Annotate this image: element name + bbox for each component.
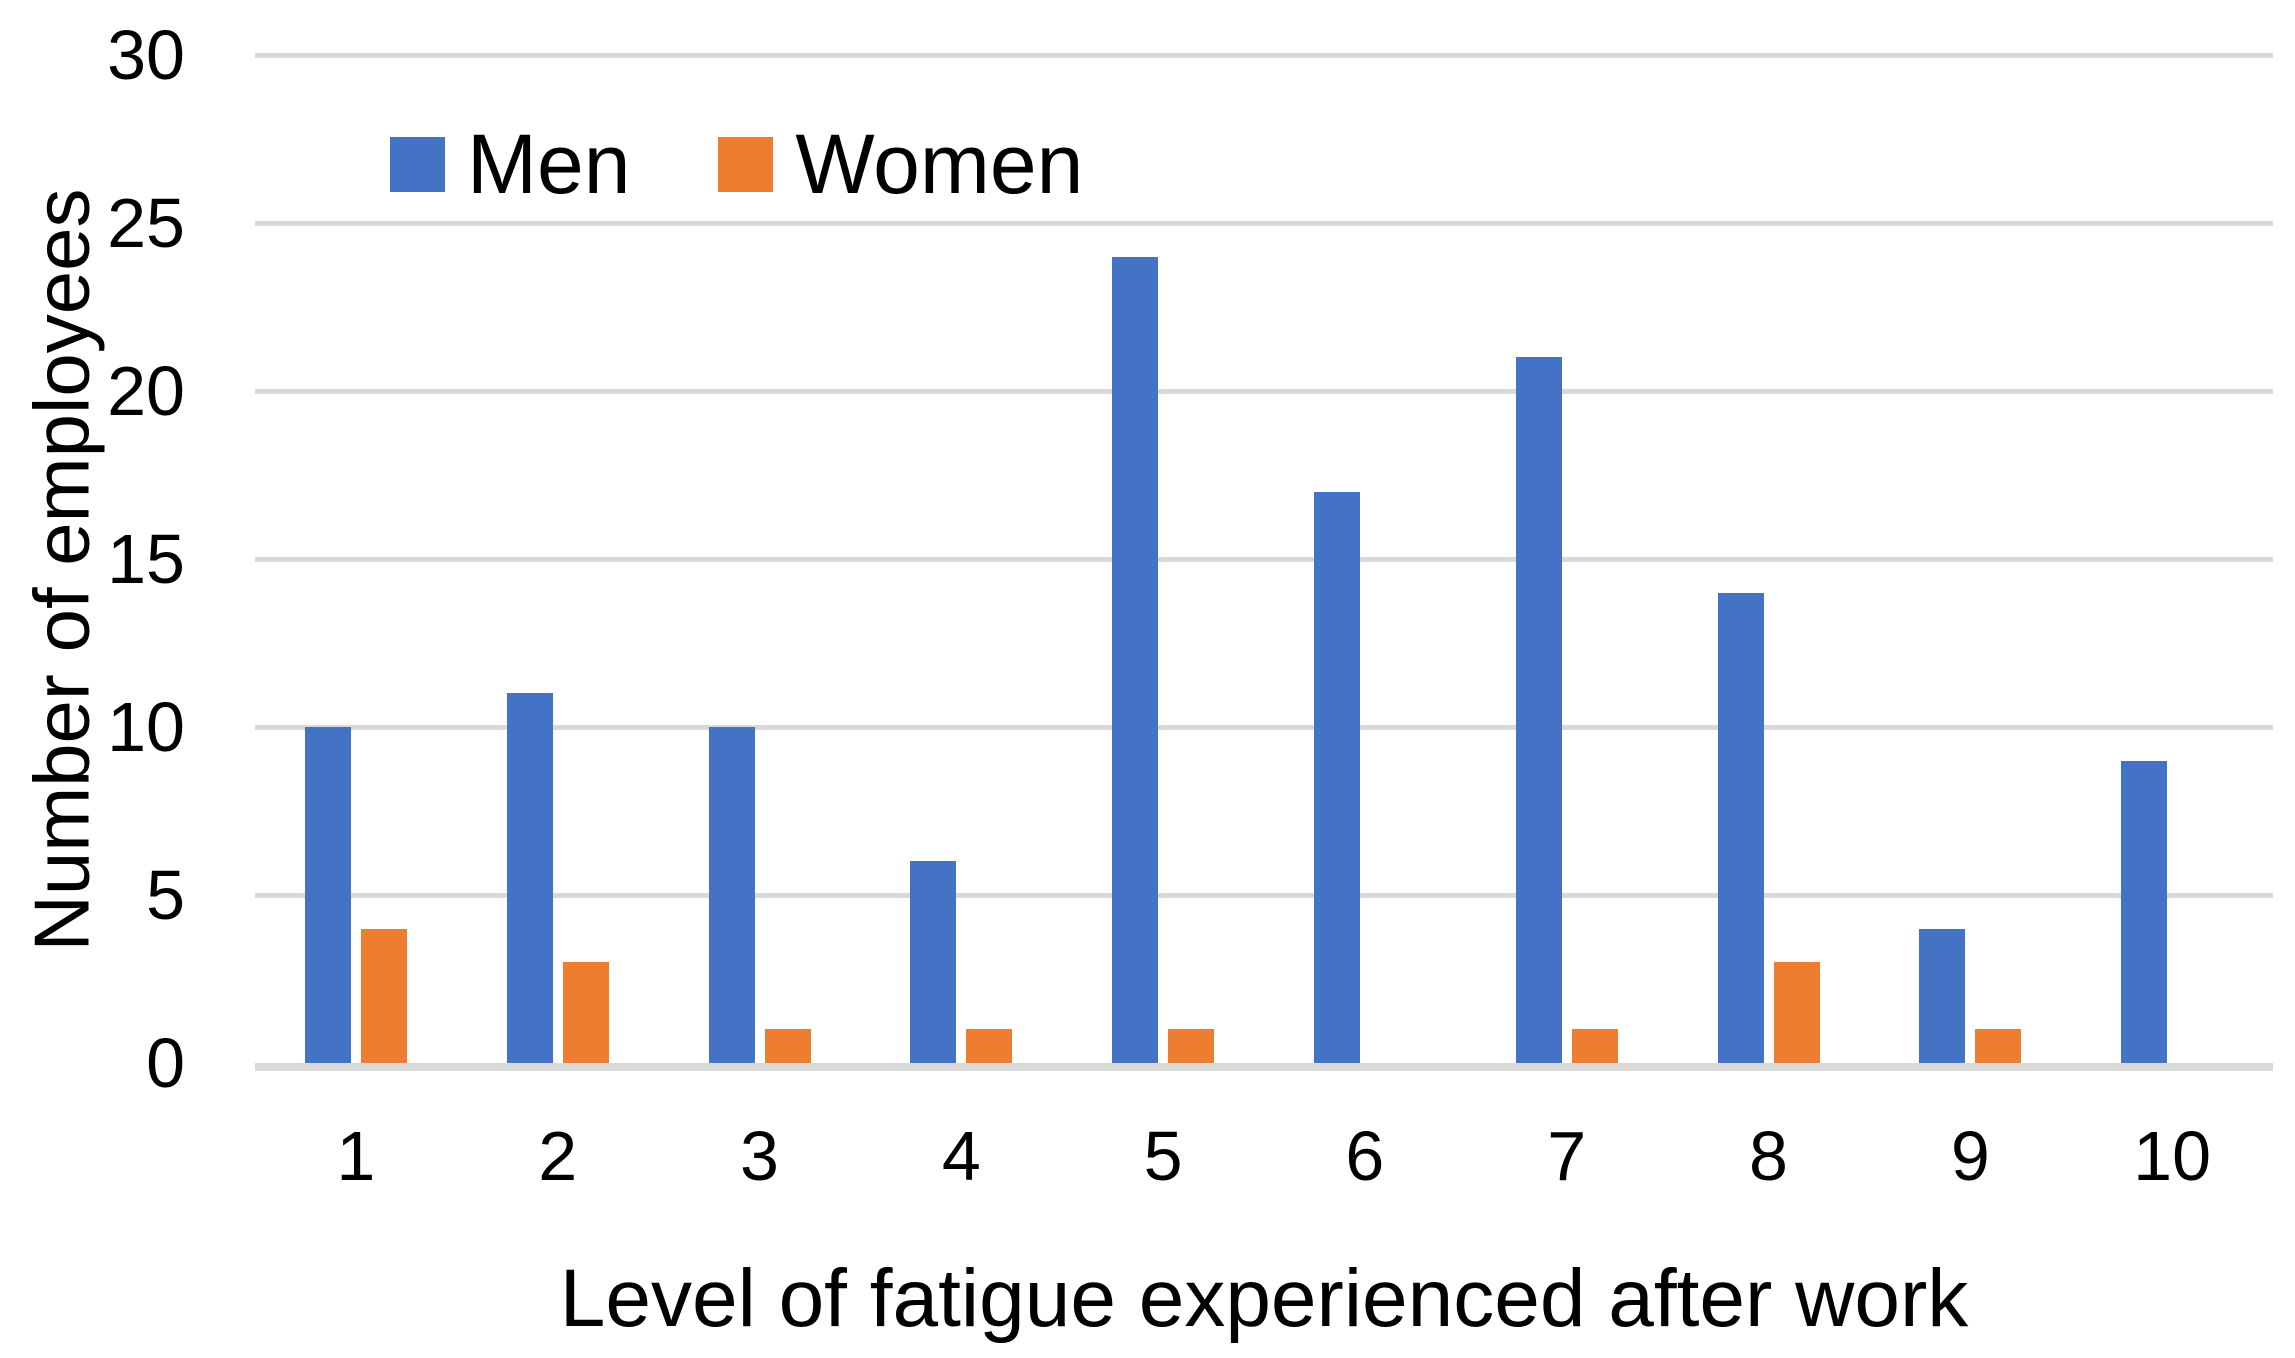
y-tick-label-10: 10 — [107, 688, 185, 766]
plot-area — [255, 52, 2273, 1071]
x-tick-label-4: 4 — [941, 1117, 981, 1195]
bar-women-7 — [1571, 1029, 1618, 1063]
bar-women-8 — [1773, 962, 1820, 1063]
bar-men-9 — [1919, 928, 1966, 1063]
gridline-5 — [255, 892, 2273, 898]
bar-women-1 — [360, 928, 407, 1063]
x-axis-line — [255, 1063, 2273, 1071]
x-tick-label-8: 8 — [1749, 1117, 1788, 1195]
bar-women-5 — [1168, 1029, 1215, 1063]
bar-men-10 — [2121, 760, 2168, 1063]
x-axis-title: Level of fatigue experienced after work — [559, 1253, 1969, 1344]
legend: Men Women — [390, 122, 1083, 206]
y-tick-label-30: 30 — [107, 16, 185, 94]
y-tick-label-25: 25 — [107, 184, 185, 262]
x-tick-label-7: 7 — [1547, 1117, 1587, 1195]
y-tick-label-15: 15 — [107, 520, 185, 598]
x-tick-label-2: 2 — [538, 1117, 578, 1195]
bar-men-1 — [304, 727, 351, 1063]
y-tick-label-5: 5 — [146, 856, 185, 934]
legend-label-women: Women — [795, 117, 1084, 211]
legend-swatch-women — [718, 136, 774, 192]
x-tick-label-9: 9 — [1950, 1117, 1990, 1195]
bar-men-4 — [910, 861, 957, 1063]
x-tick-label-5: 5 — [1143, 1117, 1183, 1195]
gridline-25 — [255, 220, 2273, 226]
y-tick-label-20: 20 — [107, 352, 185, 430]
bar-men-5 — [1112, 256, 1159, 1063]
legend-item-men: Men — [390, 122, 630, 206]
bar-women-3 — [764, 1029, 811, 1063]
legend-swatch-men — [390, 136, 445, 192]
x-tick-label-6: 6 — [1345, 1117, 1385, 1195]
x-tick-label-1: 1 — [336, 1117, 376, 1195]
bar-women-2 — [562, 962, 609, 1063]
gridline-15 — [255, 556, 2273, 562]
x-tick-label-10: 10 — [2133, 1117, 2212, 1195]
bar-women-4 — [966, 1029, 1013, 1063]
legend-label-men: Men — [467, 117, 631, 211]
y-tick-label-0: 0 — [146, 1024, 185, 1102]
bar-men-7 — [1515, 357, 1562, 1063]
bar-men-2 — [506, 693, 553, 1063]
bar-women-9 — [1975, 1029, 2022, 1063]
bar-men-3 — [708, 727, 755, 1063]
bar-men-8 — [1717, 592, 1764, 1063]
bar-men-6 — [1313, 491, 1360, 1063]
gridline-30 — [255, 52, 2273, 58]
gridline-20 — [255, 388, 2273, 394]
gridline-10 — [255, 724, 2273, 730]
x-tick-label-3: 3 — [740, 1117, 779, 1195]
legend-item-women: Women — [718, 122, 1083, 206]
